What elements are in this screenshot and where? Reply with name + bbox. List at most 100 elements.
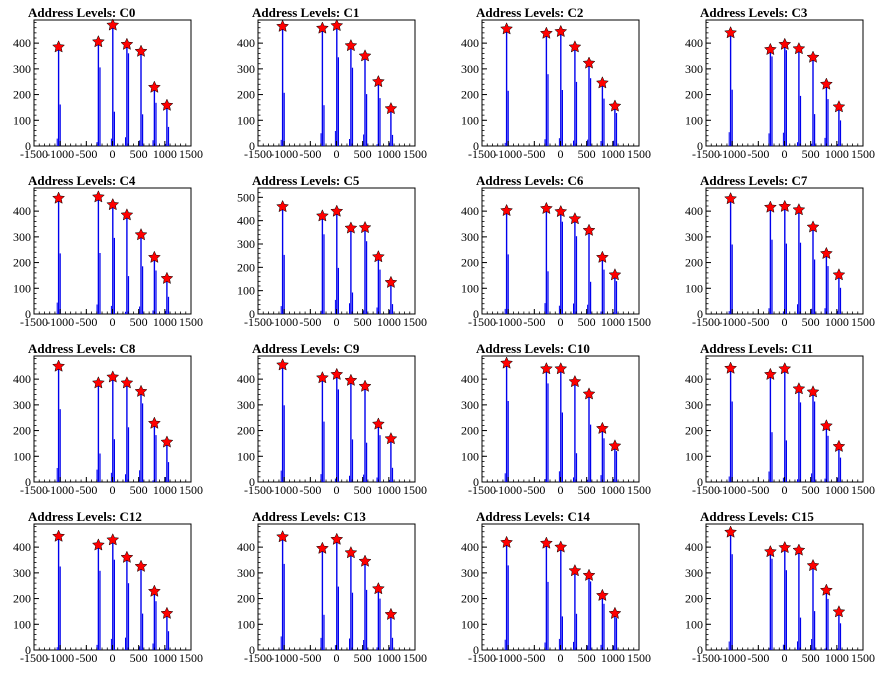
peak-marker bbox=[539, 26, 553, 39]
peak-marker bbox=[358, 554, 372, 567]
y-tick-label: 400 bbox=[685, 36, 703, 50]
peak-marker bbox=[608, 268, 622, 281]
chart-title: Address Levels: C8 bbox=[28, 341, 136, 356]
peak-marker bbox=[330, 204, 344, 217]
x-tick-label: -1000 bbox=[46, 147, 74, 161]
y-tick-label: 0 bbox=[25, 643, 31, 657]
chart-panel-13: Address Levels: C13 0 100 200 300 400 -1500-10… bbox=[237, 509, 427, 665]
peak-marker bbox=[724, 26, 738, 39]
y-tick-label: 0 bbox=[473, 139, 479, 153]
x-tick-label: 1500 bbox=[851, 147, 875, 161]
x-tick-label: -1500 bbox=[692, 147, 720, 161]
x-tick-label: 0 bbox=[782, 651, 788, 665]
y-tick-label: 100 bbox=[237, 449, 255, 463]
y-tick-label: 400 bbox=[685, 204, 703, 218]
x-tick-label: -1500 bbox=[244, 483, 272, 497]
y-tick-label: 300 bbox=[685, 566, 703, 580]
y-tick-label: 100 bbox=[461, 113, 479, 127]
x-tick-label: -500 bbox=[523, 483, 545, 497]
y-tick-label: 100 bbox=[13, 113, 31, 127]
x-tick-label: 500 bbox=[802, 315, 820, 329]
y-tick-label: 400 bbox=[461, 204, 479, 218]
x-tick-label: -1000 bbox=[270, 147, 298, 161]
x-tick-label: -500 bbox=[299, 483, 321, 497]
peak-marker bbox=[160, 98, 174, 111]
x-tick-label: -1500 bbox=[20, 315, 48, 329]
y-tick-label: 100 bbox=[13, 617, 31, 631]
chart-title: Address Levels: C6 bbox=[476, 173, 584, 188]
x-tick-label: -500 bbox=[523, 147, 545, 161]
peak-marker bbox=[500, 356, 514, 369]
chart-title: Address Levels: C14 bbox=[476, 509, 590, 524]
x-tick-label: 1000 bbox=[825, 651, 849, 665]
x-tick-label: -500 bbox=[75, 651, 97, 665]
x-tick-label: -1500 bbox=[20, 483, 48, 497]
peak-marker bbox=[315, 371, 329, 384]
y-tick-label: 300 bbox=[461, 566, 479, 580]
chart-panel-5: Address Levels: C50100200300400500-1500-… bbox=[237, 173, 427, 329]
x-tick-label: 1000 bbox=[601, 483, 625, 497]
peak-marker bbox=[595, 76, 609, 89]
peak-marker bbox=[819, 77, 833, 90]
peak-marker bbox=[819, 419, 833, 432]
x-tick-label: -500 bbox=[747, 651, 769, 665]
y-tick-label: 300 bbox=[237, 566, 255, 580]
peak-marker bbox=[595, 588, 609, 601]
chart-title: Address Levels: C1 bbox=[252, 5, 359, 20]
x-tick-label: 1000 bbox=[377, 483, 401, 497]
x-tick-label: -1500 bbox=[244, 315, 272, 329]
peak-marker bbox=[358, 49, 372, 62]
x-tick-label: -1000 bbox=[718, 315, 746, 329]
peak-marker bbox=[806, 558, 820, 572]
peak-marker bbox=[52, 529, 66, 542]
y-tick-label: 100 bbox=[237, 113, 255, 127]
peak-marker bbox=[724, 525, 738, 538]
y-tick-label: 100 bbox=[461, 617, 479, 631]
peak-marker bbox=[91, 190, 105, 203]
y-tick-label: 0 bbox=[249, 307, 255, 321]
x-tick-label: -500 bbox=[299, 315, 321, 329]
x-tick-label: -1000 bbox=[46, 315, 74, 329]
x-tick-label: -1500 bbox=[692, 483, 720, 497]
peak-marker bbox=[134, 384, 148, 397]
y-tick-label: 0 bbox=[697, 475, 703, 489]
peak-marker bbox=[554, 540, 568, 553]
y-tick-label: 200 bbox=[685, 88, 703, 102]
peak-marker bbox=[120, 37, 134, 50]
x-tick-label: 0 bbox=[558, 147, 564, 161]
chart-title: Address Levels: C13 bbox=[252, 509, 366, 524]
x-tick-label: 500 bbox=[130, 147, 148, 161]
peak-marker bbox=[554, 362, 568, 375]
y-tick-label: 400 bbox=[685, 372, 703, 386]
y-tick-label: 200 bbox=[13, 88, 31, 102]
x-tick-label: 1000 bbox=[377, 147, 401, 161]
y-tick-label: 200 bbox=[13, 256, 31, 270]
x-tick-label: 0 bbox=[782, 483, 788, 497]
x-tick-label: -1000 bbox=[270, 651, 298, 665]
chart-title: Address Levels: C7 bbox=[700, 173, 808, 188]
peak-marker bbox=[330, 367, 344, 381]
chart-title: Address Levels: C12 bbox=[28, 509, 142, 524]
x-tick-label: 1000 bbox=[825, 147, 849, 161]
peak-marker bbox=[344, 545, 358, 559]
x-tick-label: 500 bbox=[578, 147, 596, 161]
x-tick-label: 1500 bbox=[403, 483, 427, 497]
x-tick-label: 1500 bbox=[851, 315, 875, 329]
x-tick-label: 500 bbox=[578, 651, 596, 665]
x-tick-label: 500 bbox=[802, 483, 820, 497]
x-tick-label: 1000 bbox=[825, 315, 849, 329]
y-tick-label: 400 bbox=[13, 540, 31, 554]
chart-panel-10: Address Levels: C10 0 100 200 300 400 -1500-10… bbox=[461, 341, 651, 497]
peak-marker bbox=[724, 361, 738, 374]
x-tick-label: -500 bbox=[299, 147, 321, 161]
peak-marker bbox=[819, 583, 833, 596]
peak-marker bbox=[595, 250, 609, 263]
x-tick-label: 1500 bbox=[851, 483, 875, 497]
y-tick-label: 200 bbox=[461, 424, 479, 438]
peak-marker bbox=[792, 41, 806, 55]
peak-marker bbox=[147, 416, 161, 429]
x-tick-label: -1000 bbox=[718, 483, 746, 497]
chart-title: Address Levels: C9 bbox=[252, 341, 360, 356]
x-tick-label: -500 bbox=[523, 651, 545, 665]
y-tick-label: 200 bbox=[685, 424, 703, 438]
